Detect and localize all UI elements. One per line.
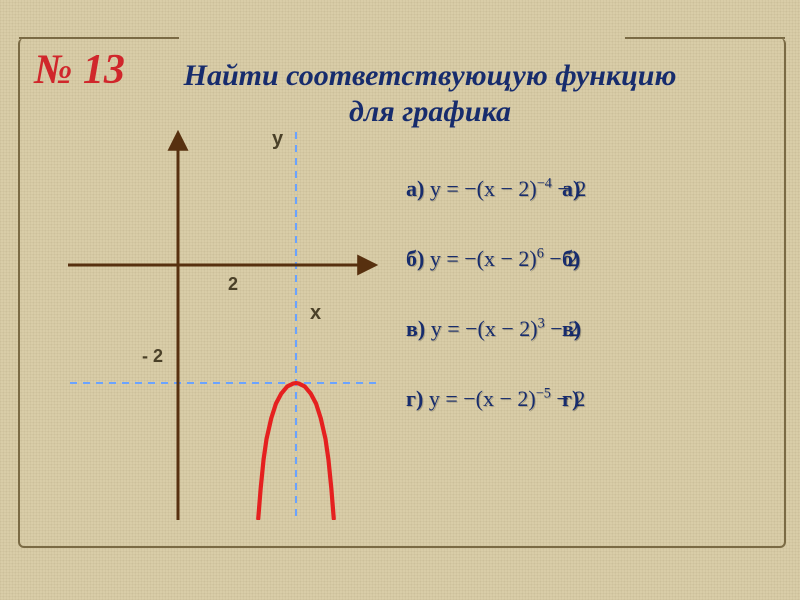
x-tick-2: 2 [228, 274, 238, 295]
answer-equation: y = −(x − 2)3 − 2 [431, 316, 579, 341]
graph-svg [68, 130, 378, 520]
title-line-2: для графика [349, 95, 511, 128]
x-axis-label: х [310, 302, 321, 325]
answer-option[interactable]: б) y = −(x − 2)6 − 2б) [406, 246, 578, 272]
answer-equation: y = −(x − 2)6 − 2 [430, 246, 578, 271]
slide-number: № 13 [34, 46, 125, 94]
answer-label-overlay: а) [562, 176, 580, 202]
answer-option[interactable]: г) y = −(x − 2)−5 − 2г) [406, 386, 585, 412]
graph-area [68, 130, 378, 520]
answer-option[interactable]: а) y = −(x − 2)−4 − 2а) [406, 176, 586, 202]
answer-label: а) [406, 176, 430, 201]
answer-label: г) [406, 386, 429, 411]
y-tick-neg-2: - 2 [142, 346, 163, 367]
answer-label-overlay: в) [562, 316, 581, 342]
answer-label-overlay: б) [562, 246, 580, 272]
title-line-1: Найти соответствующую функцию [184, 59, 677, 92]
y-axis-label: у [272, 128, 283, 151]
answer-label: в) [406, 316, 431, 341]
answer-label: б) [406, 246, 430, 271]
answer-label-overlay: г) [562, 386, 579, 412]
slide-title: Найти соответствующую функцию для график… [170, 58, 690, 130]
answer-option[interactable]: в) y = −(x − 2)3 − 2в) [406, 316, 579, 342]
